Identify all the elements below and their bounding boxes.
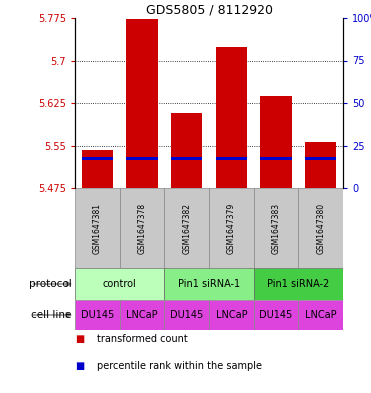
Text: transformed count: transformed count [97, 334, 188, 344]
Text: GSM1647383: GSM1647383 [272, 202, 280, 253]
Bar [260, 157, 292, 160]
Bar [82, 157, 113, 160]
Text: ■: ■ [75, 362, 84, 371]
Text: Pin1 siRNA-2: Pin1 siRNA-2 [267, 279, 329, 289]
Text: control: control [103, 279, 137, 289]
Bar [127, 19, 158, 188]
Text: GSM1647380: GSM1647380 [316, 202, 325, 253]
Bar [298, 188, 343, 268]
Bar [209, 188, 254, 268]
Bar [164, 268, 254, 300]
Bar [120, 300, 164, 330]
Bar [75, 188, 120, 268]
Text: GSM1647381: GSM1647381 [93, 202, 102, 253]
Text: Pin1 siRNA-1: Pin1 siRNA-1 [178, 279, 240, 289]
Bar [305, 157, 336, 160]
Text: LNCaP: LNCaP [305, 310, 336, 320]
Text: GSM1647382: GSM1647382 [182, 202, 191, 253]
Title: GDS5805 / 8112920: GDS5805 / 8112920 [145, 4, 273, 17]
Bar [260, 95, 292, 188]
Text: DU145: DU145 [81, 310, 114, 320]
Bar [75, 268, 164, 300]
Bar [127, 157, 158, 160]
Text: protocol: protocol [29, 279, 71, 289]
Text: GSM1647379: GSM1647379 [227, 202, 236, 253]
Text: percentile rank within the sample: percentile rank within the sample [97, 362, 262, 371]
Bar [254, 188, 298, 268]
Text: ■: ■ [75, 334, 84, 344]
Bar [216, 157, 247, 160]
Bar [209, 300, 254, 330]
Bar [254, 300, 298, 330]
Bar [75, 300, 120, 330]
Text: GSM1647378: GSM1647378 [138, 202, 147, 253]
Bar [164, 300, 209, 330]
Bar [171, 157, 202, 160]
Bar [120, 188, 164, 268]
Bar [171, 113, 202, 188]
Text: LNCaP: LNCaP [126, 310, 158, 320]
Bar [216, 47, 247, 188]
Text: DU145: DU145 [170, 310, 203, 320]
Bar [164, 188, 209, 268]
Bar [305, 141, 336, 188]
Text: cell line: cell line [31, 310, 71, 320]
Bar [82, 150, 113, 188]
Text: LNCaP: LNCaP [216, 310, 247, 320]
Bar [298, 300, 343, 330]
Bar [254, 268, 343, 300]
Text: DU145: DU145 [259, 310, 293, 320]
